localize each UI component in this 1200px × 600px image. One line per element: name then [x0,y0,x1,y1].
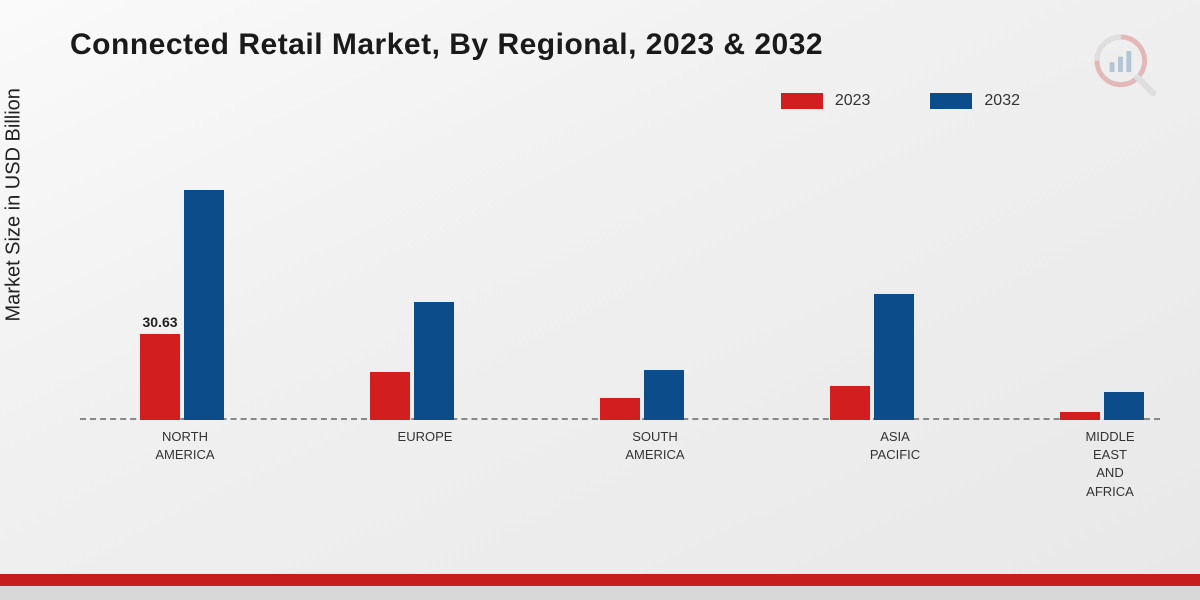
bar-group [370,302,454,420]
legend-item-2023: 2023 [781,92,871,110]
bar-group: 30.63 [140,190,224,420]
category-label: ASIA PACIFIC [840,428,950,464]
legend-swatch-2023 [781,93,823,109]
category-label: NORTH AMERICA [130,428,240,464]
bar [184,190,224,420]
category-label: EUROPE [370,428,480,446]
legend-item-2032: 2032 [930,92,1020,110]
footer-bar-gray [0,586,1200,600]
bar-group [1060,392,1144,420]
bar [370,372,410,420]
legend-swatch-2032 [930,93,972,109]
bar [600,398,640,420]
category-label: SOUTH AMERICA [600,428,710,464]
brand-logo-icon [1090,30,1160,100]
bar [644,370,684,420]
bar-value-label: 30.63 [142,314,177,330]
bar [874,294,914,420]
bar-group [830,294,914,420]
bar [1104,392,1144,420]
bar [1060,412,1100,420]
legend-label-2032: 2032 [984,92,1020,110]
chart-container: Connected Retail Market, By Regional, 20… [0,0,1200,600]
chart-plot-area: 30.63 [80,140,1160,420]
footer-bar [0,574,1200,600]
y-axis-label: Market Size in USD Billion [3,88,26,321]
chart-title: Connected Retail Market, By Regional, 20… [70,28,823,62]
bar: 30.63 [140,334,180,420]
footer-bar-red [0,574,1200,586]
legend-label-2023: 2023 [835,92,871,110]
legend: 2023 2032 [781,92,1020,110]
bar [830,386,870,420]
bar-group [600,370,684,420]
category-label: MIDDLE EAST AND AFRICA [1055,428,1165,501]
bar [414,302,454,420]
